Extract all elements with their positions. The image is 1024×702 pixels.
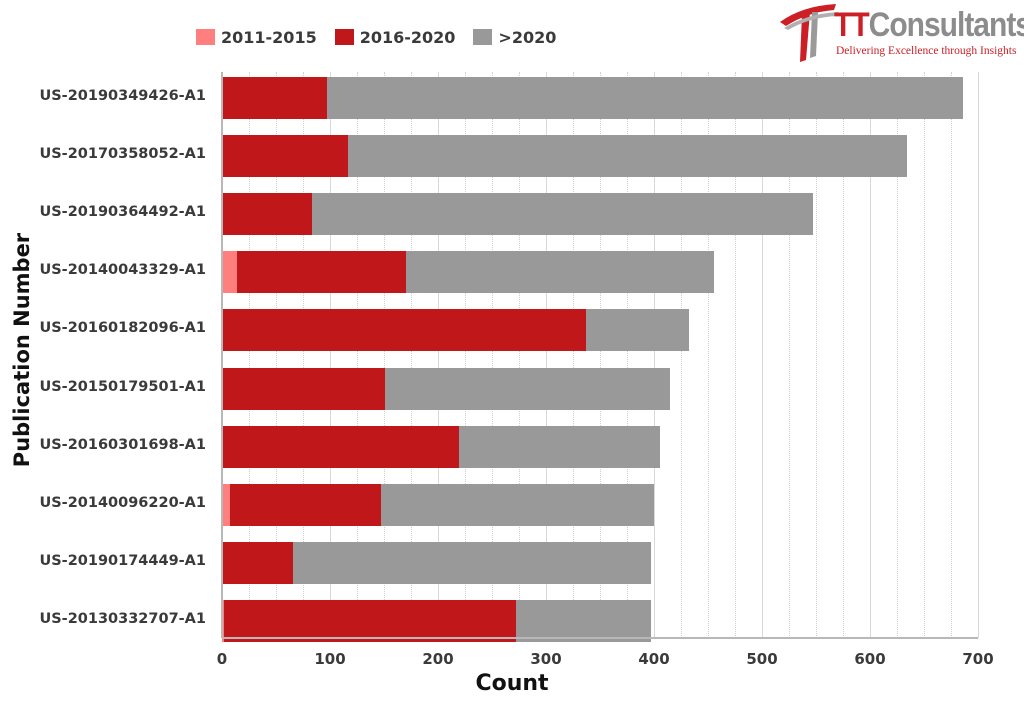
x-axis-title: Count: [475, 671, 549, 696]
bar-segment: [326, 77, 963, 119]
company-logo: TTConsultants Delivering Excellence thro…: [772, 0, 1024, 66]
y-tick-label: US-20140043329-A1: [39, 262, 206, 279]
y-tick-label: US-20190349426-A1: [39, 88, 206, 104]
bar-segment: [237, 251, 406, 294]
minor-gridline: [789, 72, 790, 638]
minor-gridline: [249, 72, 250, 638]
bar-row: [222, 309, 689, 352]
bar-segment: [224, 599, 516, 642]
bar-row: [222, 367, 671, 410]
y-tick-label: US-20190174449-A1: [39, 552, 206, 569]
bar-segment: [380, 483, 654, 526]
minor-gridline: [897, 72, 898, 638]
minor-gridline: [465, 72, 466, 638]
y-tick-label: US-20160182096-A1: [39, 320, 206, 337]
logo-title: TTConsultants: [834, 6, 1024, 45]
major-gridline: [438, 72, 439, 638]
y-tick-label: US-20150179501-A1: [39, 378, 206, 395]
major-gridline: [870, 72, 871, 638]
y-tick-label: US-20160301698-A1: [39, 436, 206, 453]
bar-segment: [222, 77, 327, 119]
x-tick-label: 300: [530, 650, 562, 668]
y-axis-line: [221, 72, 223, 638]
bar-segment: [385, 367, 671, 410]
bar-row: [222, 483, 654, 526]
bar-segment: [222, 483, 230, 526]
x-tick-label: 200: [422, 650, 454, 668]
bar-segment: [585, 309, 689, 352]
legend-label: 2011-2015: [221, 27, 317, 47]
minor-gridline: [627, 72, 628, 638]
bar-row: [222, 251, 715, 294]
bar-segment: [222, 135, 349, 178]
bar-segment: [348, 135, 907, 178]
minor-gridline: [735, 72, 736, 638]
minor-gridline: [708, 72, 709, 638]
y-tick-label: US-20130332707-A1: [39, 610, 206, 627]
bar-row: [222, 425, 661, 468]
plot-area: [221, 72, 979, 642]
bar-segment: [222, 251, 238, 294]
minor-gridline: [843, 72, 844, 638]
minor-gridline: [519, 72, 520, 638]
legend-swatch-icon: [196, 29, 215, 45]
minor-gridline: [816, 72, 817, 638]
x-axis-line: [222, 637, 978, 639]
bar-segment: [405, 251, 715, 294]
minor-gridline: [303, 72, 304, 638]
legend-item: >2020: [473, 28, 556, 47]
logo-swoosh-icon: [780, 4, 838, 62]
bar-segment: [293, 541, 651, 584]
x-tick-label: 700: [962, 650, 994, 668]
x-tick-label: 500: [746, 650, 778, 668]
bar-segment: [222, 425, 459, 468]
logo-tagline: Delivering Excellence through Insights: [836, 45, 1017, 57]
bar-row: [222, 541, 651, 584]
bar-row: [222, 135, 907, 178]
bar-row: [222, 193, 813, 236]
major-gridline: [762, 72, 763, 638]
minor-gridline: [681, 72, 682, 638]
logo-tt-text: TT: [834, 6, 870, 44]
bar-segment: [222, 367, 386, 410]
minor-gridline: [492, 72, 493, 638]
y-tick-label: US-20170358052-A1: [39, 146, 206, 163]
major-gridline: [978, 72, 979, 638]
bar-row: [222, 77, 963, 119]
minor-gridline: [600, 72, 601, 638]
minor-gridline: [573, 72, 574, 638]
chart-legend: 2011-2015 2016-2020 >2020: [196, 26, 556, 48]
legend-swatch-icon: [473, 29, 493, 45]
minor-gridline: [951, 72, 952, 638]
bar-segment: [458, 425, 661, 468]
major-gridline: [330, 72, 331, 638]
bar-segment: [311, 193, 813, 236]
legend-item: 2011-2015: [196, 28, 317, 47]
minor-gridline: [924, 72, 925, 638]
y-tick-label: US-20190364492-A1: [39, 204, 206, 221]
x-tick-label: 100: [314, 650, 346, 668]
bar-segment: [515, 599, 651, 642]
bar-segment: [222, 541, 294, 584]
logo-consultants-text: Consultants: [868, 6, 1024, 44]
minor-gridline: [357, 72, 358, 638]
legend-item: 2016-2020: [334, 27, 456, 47]
major-gridline: [654, 72, 655, 638]
minor-gridline: [276, 72, 277, 638]
x-tick-label: 0: [216, 650, 228, 668]
major-gridline: [546, 72, 547, 638]
x-tick-label: 600: [854, 650, 886, 668]
minor-gridline: [384, 72, 385, 638]
legend-swatch-icon: [334, 29, 354, 45]
bar-row: [222, 599, 651, 642]
bar-segment: [222, 309, 586, 352]
legend-label: 2016-2020: [359, 27, 456, 47]
minor-gridline: [411, 72, 412, 638]
bar-segment: [229, 483, 381, 526]
legend-label: >2020: [498, 27, 557, 47]
x-tick-label: 400: [638, 650, 670, 668]
bar-segment: [222, 193, 312, 236]
bar-segment: [222, 599, 225, 642]
y-tick-label: US-20140096220-A1: [39, 494, 206, 511]
